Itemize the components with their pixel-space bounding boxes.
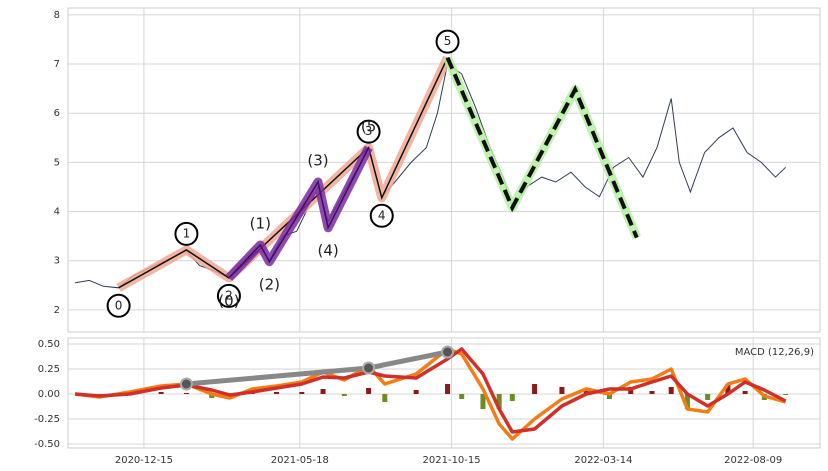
wave-label: 3 bbox=[365, 124, 373, 138]
wave-line bbox=[228, 147, 370, 279]
wave-label-circle bbox=[216, 283, 241, 308]
x-tick-label: 2021-10-15 bbox=[423, 455, 481, 466]
histogram-bar bbox=[606, 394, 612, 399]
wave-line bbox=[445, 56, 639, 239]
signal-line bbox=[74, 347, 787, 434]
y-tick-label: 2 bbox=[54, 305, 60, 316]
histogram-bar bbox=[583, 389, 589, 394]
x-tick-label: 2022-08-09 bbox=[724, 455, 782, 466]
y-tick-label: 0.50 bbox=[38, 339, 60, 350]
wave-label: (3) bbox=[307, 152, 328, 170]
wave-label: (2) bbox=[259, 276, 280, 294]
histogram-bar bbox=[480, 394, 486, 409]
wave-label: (4) bbox=[317, 242, 338, 260]
wave-label: (0) bbox=[218, 292, 239, 310]
y-tick-label: -0.25 bbox=[34, 414, 60, 425]
macd-title: MACD (12,26,9) bbox=[735, 347, 814, 358]
histogram-bar bbox=[649, 391, 655, 394]
trend-point bbox=[362, 361, 376, 375]
histogram-bar bbox=[705, 394, 711, 400]
histogram-bar bbox=[725, 384, 731, 394]
wave-label: (5 bbox=[361, 117, 376, 135]
y-tick-label: 8 bbox=[54, 10, 60, 21]
x-tick-label: 2022-03-14 bbox=[574, 455, 632, 466]
wave-label-circle bbox=[106, 293, 131, 318]
y-tick-label: 0.00 bbox=[38, 389, 60, 400]
histogram-bar bbox=[459, 394, 465, 399]
histogram-bar bbox=[341, 394, 347, 396]
wave-label-circle bbox=[356, 119, 381, 144]
wave-label: 4 bbox=[378, 208, 386, 222]
histogram-bar bbox=[783, 394, 789, 395]
x-tick-label: 2021-05-18 bbox=[271, 455, 329, 466]
wave-label-circle bbox=[435, 29, 460, 54]
histogram-bar bbox=[209, 394, 215, 398]
histogram-bar bbox=[445, 384, 451, 394]
histogram-bar bbox=[273, 392, 279, 394]
histogram-bar bbox=[299, 392, 305, 394]
trend-point bbox=[441, 345, 455, 359]
histogram-bar bbox=[559, 387, 565, 394]
wave-label-circle bbox=[369, 203, 394, 228]
histogram-bar bbox=[366, 388, 372, 394]
y-tick-label: 6 bbox=[54, 108, 60, 119]
histogram-bar bbox=[742, 391, 748, 394]
histogram-bar bbox=[158, 392, 164, 394]
trend-point bbox=[179, 377, 193, 391]
histogram-bar bbox=[532, 384, 538, 394]
wave-label: 1 bbox=[183, 226, 191, 240]
macd-line bbox=[74, 347, 787, 441]
y-tick-label: 3 bbox=[54, 256, 60, 267]
wave-label-circle bbox=[174, 221, 199, 246]
wave-label: 2 bbox=[225, 288, 233, 302]
y-tick-label: 0.25 bbox=[38, 364, 60, 375]
histogram-bar bbox=[320, 389, 326, 394]
histogram-bar bbox=[496, 394, 502, 409]
wave-label: 5 bbox=[444, 34, 452, 48]
histogram-bar bbox=[684, 394, 690, 409]
histogram-bar bbox=[183, 393, 189, 394]
histogram-bar bbox=[509, 394, 515, 401]
wave-label: (1) bbox=[250, 215, 271, 233]
wave-label: 0 bbox=[115, 298, 123, 312]
histogram-bar bbox=[413, 390, 419, 394]
histogram-bar bbox=[668, 387, 674, 394]
y-tick-label: 5 bbox=[54, 157, 60, 168]
histogram-bar bbox=[382, 394, 388, 402]
x-tick-label: 2020-12-15 bbox=[115, 455, 173, 466]
y-tick-label: 7 bbox=[54, 59, 60, 70]
y-tick-label: 4 bbox=[54, 207, 60, 218]
y-tick-label: -0.50 bbox=[34, 439, 60, 450]
